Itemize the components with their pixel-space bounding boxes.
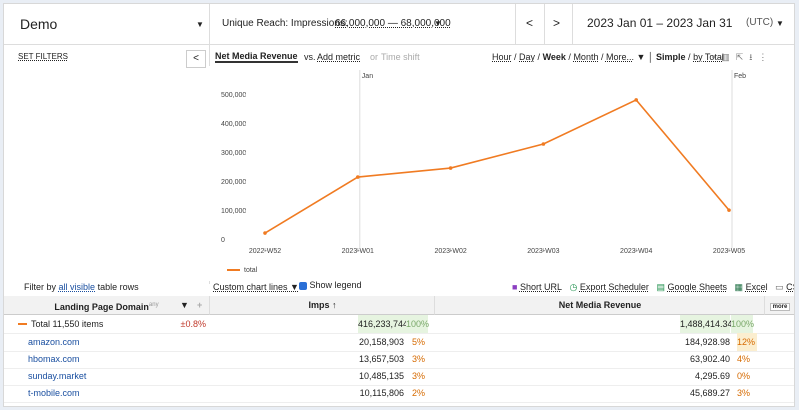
filter-note: Filter by all visible table rows: [24, 282, 139, 292]
total-label: Total 11,550 items: [31, 319, 104, 329]
next-button[interactable]: >: [553, 16, 561, 30]
export-link[interactable]: Google Sheets: [667, 282, 728, 292]
revenue-value: 63,902.40: [689, 354, 730, 364]
y-tick-label: 0: [221, 237, 225, 244]
y-tick-label: 400,000: [221, 121, 246, 128]
revenue-share: 12%: [737, 333, 757, 351]
x-tick-label: 2023-W03: [527, 248, 559, 255]
x-tick-label: 2023-W01: [342, 248, 374, 255]
prev-button[interactable]: <: [526, 16, 534, 30]
top-bar: Demo ▼ Unique Reach: Impressions: 66,000…: [4, 4, 794, 45]
revenue-share: 3%: [737, 388, 751, 398]
domain-link[interactable]: amazon.com: [28, 337, 80, 347]
column-header[interactable]: Net Media Revenue: [434, 296, 765, 315]
period-label: Feb: [734, 73, 746, 80]
reach-label: Unique Reach: Impressions:: [222, 18, 348, 29]
point: [263, 231, 267, 235]
y-tick-label: 200,000: [221, 179, 246, 186]
table-row: amazon.com 20,158,903 5% 184,928.98 12%: [4, 333, 794, 352]
total-variance: ±0.8%: [180, 319, 206, 329]
x-tick-label: 2023-W04: [620, 248, 652, 255]
time-shift[interactable]: Time shift: [381, 52, 420, 62]
point: [356, 175, 360, 179]
point: [727, 208, 731, 212]
custom-lines[interactable]: Custom chart lines ▼: [213, 282, 299, 292]
imps-share: 3%: [412, 354, 426, 364]
column-header[interactable]: Landing Page Domainany ▼ +: [4, 296, 209, 315]
export-link[interactable]: CSV: [786, 282, 794, 292]
date-range[interactable]: 2023 Jan 01 – 2023 Jan 31: [587, 16, 733, 30]
domain-link[interactable]: sunday.market: [28, 371, 87, 381]
revenue-value: 45,689.27: [689, 388, 730, 398]
app: Demo ▼ Unique Reach: Impressions: 66,000…: [3, 3, 795, 407]
or: or: [370, 52, 379, 62]
imps-share: 5%: [412, 337, 426, 347]
table-row: sunday.market 10,485,135 3% 4,295.69 0%: [4, 367, 794, 386]
point: [634, 98, 638, 102]
granularity: Hour / Day / Week / Month / More... ▼ │ …: [492, 52, 724, 62]
revenue-value: 184,928.98: [684, 337, 730, 347]
legend-label: total: [244, 267, 258, 274]
gran-option[interactable]: Day: [519, 52, 536, 62]
reach-range[interactable]: 66,000,000 — 68,000,000: [335, 18, 451, 29]
point: [448, 166, 453, 170]
chart: Jan Feb 0 100,000 200,000 300,000 400,000 500,0…: [209, 66, 794, 281]
set-filters[interactable]: SET FILTERS: [18, 52, 68, 61]
report-title[interactable]: Demo: [20, 16, 58, 32]
timezone[interactable]: (UTC): [746, 17, 774, 28]
show-legend[interactable]: Show legend: [299, 280, 362, 290]
dropdown-arrow[interactable]: ▼: [196, 20, 204, 29]
export-link[interactable]: Export Scheduler: [579, 282, 649, 292]
total-row: Total 11,550 items ±0.8% 416,233,744 100% 1,…: [4, 315, 794, 334]
table-row: t-mobile.com 10,115,806 2% 45,689.27 3%: [4, 384, 794, 403]
vs: vs.: [304, 52, 316, 62]
total-swatch: [18, 323, 27, 325]
gran-option[interactable]: More...: [605, 52, 634, 62]
chart-icons[interactable]: ▪▥⇱⭳⋮: [712, 52, 774, 62]
series-line: [264, 98, 730, 234]
gran-option[interactable]: Week: [542, 52, 566, 62]
export-link[interactable]: Short URL: [519, 282, 562, 292]
more-header: more: [764, 296, 794, 315]
mode-option[interactable]: by Total: [693, 52, 724, 62]
y-tick-label: 500,000: [221, 92, 246, 99]
domain-link[interactable]: hbomax.com: [28, 354, 80, 364]
domain-link[interactable]: t-mobile.com: [28, 388, 80, 398]
filter-link[interactable]: all visible: [58, 282, 96, 292]
column-header[interactable]: Imps ↑: [209, 296, 435, 315]
point: [541, 142, 546, 146]
revenue-share: 4%: [737, 354, 751, 364]
collapse-button[interactable]: <: [186, 50, 206, 68]
export-link[interactable]: Excel: [745, 282, 768, 292]
imps-value: 20,158,903: [358, 337, 404, 347]
table-row: hbomax.com 13,657,503 3% 63,902.40 4%: [4, 350, 794, 369]
add-metric[interactable]: Add metric: [317, 52, 361, 62]
metric-tab[interactable]: Net Media Revenue: [215, 51, 298, 63]
total-revenue-share: 100%: [731, 315, 754, 333]
imps-share: 3%: [412, 371, 426, 381]
exports: ■ Short URL ◷ Export Scheduler ▤ Google …: [512, 282, 794, 293]
imps-value: 13,657,503: [358, 354, 404, 364]
plot-area: [209, 66, 794, 281]
x-tick-label: 2023-W05: [713, 248, 745, 255]
more-button[interactable]: more: [769, 303, 791, 311]
total-revenue: 1,488,414.34: [680, 315, 733, 333]
gran-option[interactable]: Hour: [492, 52, 512, 62]
x-tick-label: 2023-W02: [434, 248, 466, 255]
mode-option[interactable]: Simple: [656, 52, 686, 62]
imps-value: 10,115,806: [359, 388, 404, 398]
revenue-share: 0%: [737, 371, 751, 381]
gran-option[interactable]: Month: [573, 52, 599, 62]
imps-value: 10,485,135: [358, 371, 404, 381]
x-tick-label: 2022-W52: [249, 248, 281, 255]
y-tick-label: 100,000: [221, 208, 246, 215]
total-imps-share: 100%: [406, 315, 429, 333]
total-imps: 416,233,744: [358, 315, 408, 333]
period-label: Jan: [362, 73, 373, 80]
y-tick-label: 300,000: [221, 150, 246, 157]
imps-share: 2%: [412, 388, 426, 398]
revenue-value: 4,295.69: [694, 371, 730, 381]
